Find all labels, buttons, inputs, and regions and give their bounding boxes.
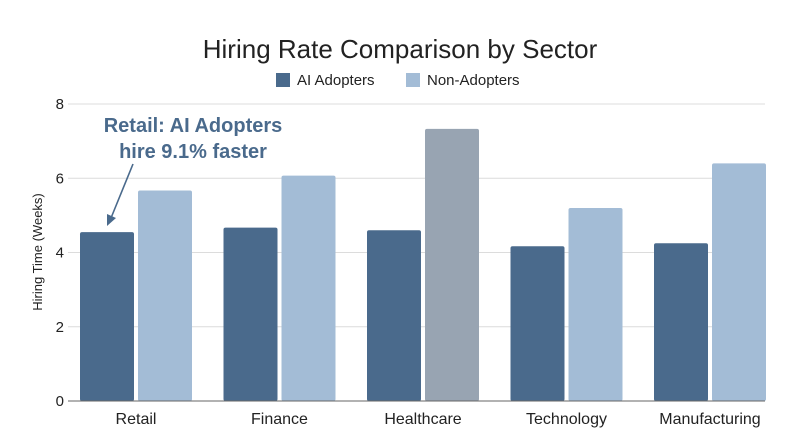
y-tick-label: 2: [56, 319, 64, 336]
bar-retail-non-adopters: [138, 190, 192, 401]
annotation: Retail: AI Adopters hire 9.1% faster: [104, 115, 283, 226]
annotation-line-2: hire 9.1% faster: [119, 141, 267, 163]
legend-swatch-non-adopters: [406, 73, 420, 87]
annotation-arrow-line: [110, 163, 134, 219]
x-tick-label-healthcare: Healthcare: [384, 411, 461, 428]
y-axis-ticks: 0 2 4 6 8: [56, 96, 64, 410]
bar-manufacturing-ai-adopters: [654, 243, 708, 401]
annotation-arrow-head: [107, 214, 116, 226]
bars: [80, 128, 766, 401]
y-tick-label: 8: [56, 96, 64, 113]
bar-technology-non-adopters: [568, 207, 623, 401]
legend: AI Adopters Non-Adopters: [276, 72, 520, 89]
x-tick-label-manufacturing: Manufacturing: [659, 411, 760, 428]
chart-title: Hiring Rate Comparison by Sector: [203, 34, 598, 64]
bar-healthcare-ai-adopters: [367, 230, 421, 401]
y-tick-label: 0: [56, 393, 64, 410]
bar-finance-ai-adopters: [223, 227, 278, 401]
y-tick-label: 6: [56, 170, 64, 187]
x-tick-label-finance: Finance: [251, 411, 308, 428]
bar-manufacturing-non-adopters: [712, 163, 766, 401]
bar-technology-ai-adopters: [510, 246, 565, 401]
bar-retail-ai-adopters: [80, 232, 134, 401]
legend-label-non-adopters: Non-Adopters: [427, 72, 520, 89]
annotation-line-1: Retail: AI Adopters: [104, 115, 283, 137]
legend-label-ai-adopters: AI Adopters: [297, 72, 375, 89]
x-tick-label-technology: Technology: [526, 411, 607, 428]
y-tick-label: 4: [56, 245, 64, 262]
bar-finance-non-adopters: [281, 175, 336, 401]
x-tick-label-retail: Retail: [116, 411, 157, 428]
legend-swatch-ai-adopters: [276, 73, 290, 87]
y-axis-label: Hiring Time (Weeks): [30, 193, 45, 311]
x-axis-ticks: Retail Finance Healthcare Technology Manufac…: [116, 411, 761, 428]
bar-healthcare-non-adopters: [425, 128, 479, 401]
